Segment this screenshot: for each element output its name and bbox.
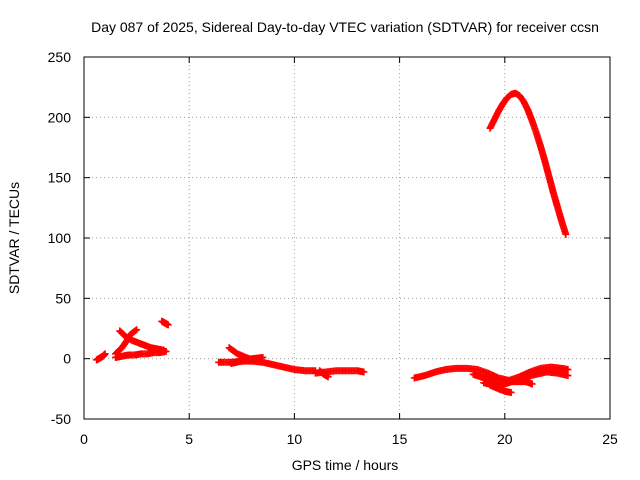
- data-point: [259, 353, 267, 361]
- data-point: [160, 346, 168, 354]
- grid-lines: [84, 57, 610, 419]
- data-point: [133, 326, 141, 334]
- series-late-c: [469, 370, 536, 388]
- series-mid-e: [316, 367, 332, 381]
- y-tick-label: 100: [48, 230, 72, 246]
- series-early-d: [112, 326, 141, 358]
- series-early-c: [116, 327, 168, 354]
- x-tick-label: 0: [80, 431, 88, 447]
- y-axis-label: SDTVAR / TECUs: [6, 182, 22, 294]
- y-tick-label: 200: [48, 109, 72, 125]
- data-point: [360, 368, 368, 376]
- y-tick-label: 0: [63, 351, 71, 367]
- data-point: [528, 380, 536, 388]
- x-tick-label: 25: [602, 431, 618, 447]
- series-mid-c: [227, 353, 267, 367]
- data-point: [101, 350, 109, 358]
- series-arc: [486, 89, 570, 238]
- x-tick-label: 5: [185, 431, 193, 447]
- chart-title: Day 087 of 2025, Sidereal Day-to-day VTE…: [91, 19, 599, 35]
- x-axis-label: GPS time / hours: [292, 457, 399, 473]
- data-point: [131, 327, 139, 335]
- y-tick-label: 150: [48, 170, 72, 186]
- series-early-a: [93, 350, 109, 364]
- series-late-d: [486, 381, 515, 396]
- data-point: [564, 366, 572, 374]
- data-point: [562, 230, 570, 238]
- data-point: [324, 373, 332, 381]
- data-point: [164, 321, 172, 329]
- axis-ticks: 0 5 10 15 20 25 -50 0 50 100 150 200 250: [48, 49, 618, 447]
- y-tick-label: 50: [55, 290, 71, 306]
- series-early-e: [158, 317, 172, 329]
- data-point: [507, 388, 515, 396]
- y-tick-label: 250: [48, 49, 72, 65]
- x-tick-label: 15: [392, 431, 408, 447]
- y-tick-label: -50: [51, 411, 71, 427]
- data-point: [564, 372, 572, 380]
- x-tick-label: 20: [497, 431, 513, 447]
- x-tick-label: 10: [287, 431, 303, 447]
- data-points: [93, 89, 572, 396]
